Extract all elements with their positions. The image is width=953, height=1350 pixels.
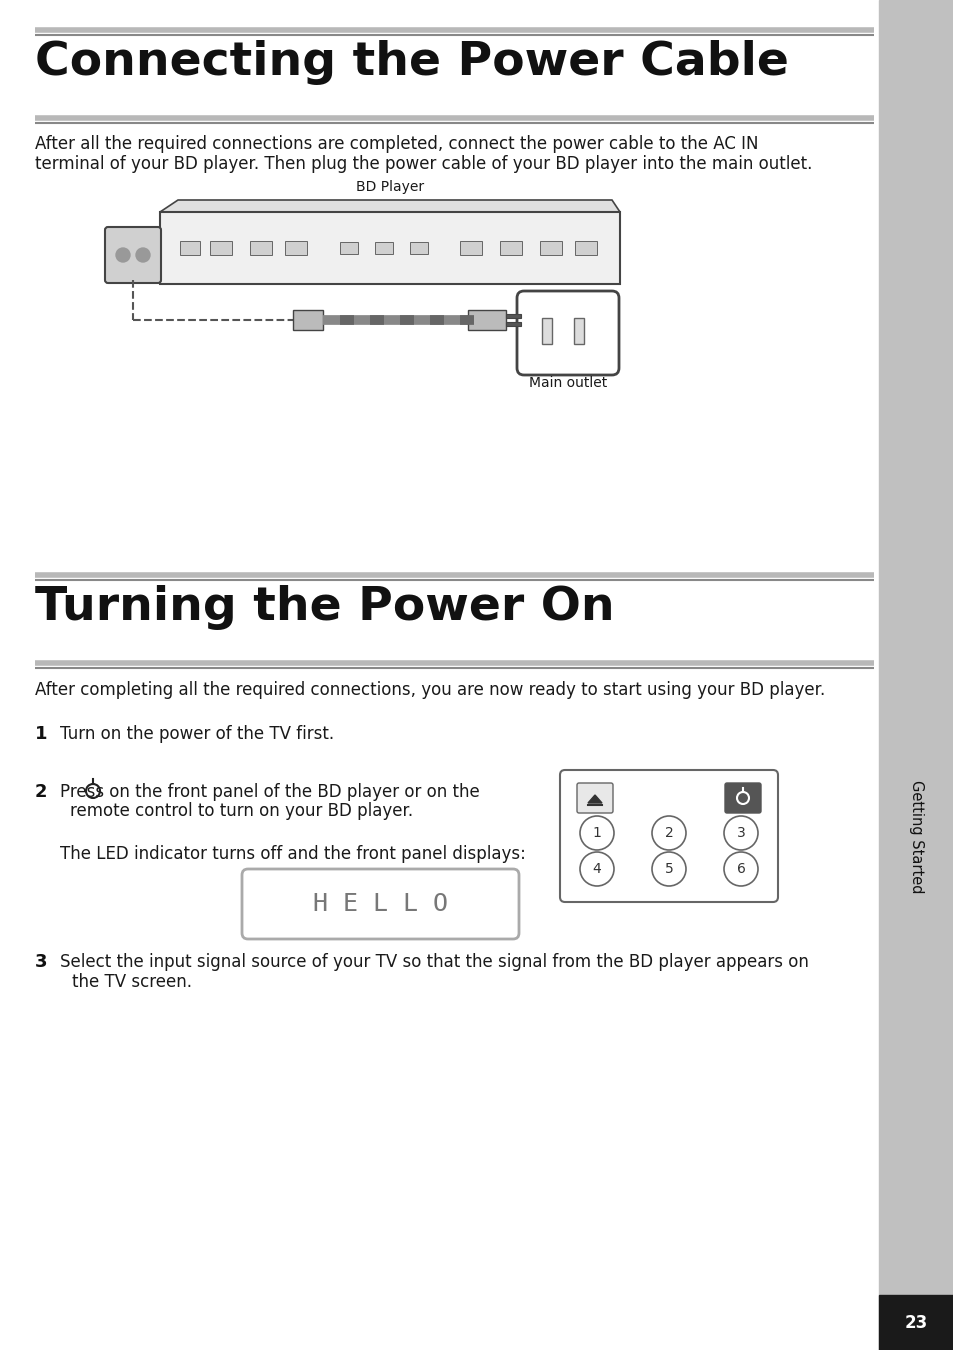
FancyBboxPatch shape — [577, 783, 613, 813]
Text: 2: 2 — [35, 783, 48, 801]
Bar — [505, 323, 520, 325]
Bar — [180, 242, 200, 255]
Text: on the front panel of the BD player or on the: on the front panel of the BD player or o… — [104, 783, 479, 801]
Text: 1: 1 — [592, 826, 600, 840]
Bar — [505, 315, 520, 319]
Bar — [574, 319, 583, 344]
Text: The LED indicator turns off and the front panel displays:: The LED indicator turns off and the fron… — [60, 845, 525, 863]
Bar — [499, 242, 521, 255]
Bar — [459, 242, 481, 255]
Bar — [575, 242, 597, 255]
Text: Connecting the Power Cable: Connecting the Power Cable — [35, 40, 788, 85]
Text: 3: 3 — [35, 953, 48, 971]
Text: 2: 2 — [664, 826, 673, 840]
Polygon shape — [160, 200, 619, 212]
Text: 1: 1 — [35, 725, 48, 743]
Text: 6: 6 — [736, 863, 744, 876]
Text: terminal of your BD player. Then plug the power cable of your BD player into the: terminal of your BD player. Then plug th… — [35, 155, 812, 173]
Text: Turning the Power On: Turning the Power On — [35, 585, 614, 630]
Text: Getting Started: Getting Started — [908, 780, 923, 894]
Text: After all the required connections are completed, connect the power cable to the: After all the required connections are c… — [35, 135, 758, 153]
Text: Select the input signal source of your TV so that the signal from the BD player : Select the input signal source of your T… — [60, 953, 808, 971]
Bar — [878, 1295, 953, 1350]
FancyBboxPatch shape — [105, 227, 161, 284]
Text: 5: 5 — [664, 863, 673, 876]
Bar — [210, 242, 232, 255]
FancyBboxPatch shape — [559, 769, 778, 902]
Bar — [410, 242, 428, 254]
Bar — [160, 212, 619, 284]
FancyBboxPatch shape — [242, 869, 518, 940]
Text: H E L L O: H E L L O — [313, 892, 448, 917]
Circle shape — [136, 248, 150, 262]
Text: 3: 3 — [736, 826, 744, 840]
Bar — [375, 242, 393, 254]
Circle shape — [116, 248, 130, 262]
Text: BD Player: BD Player — [355, 180, 424, 194]
Bar — [541, 319, 552, 344]
Bar — [285, 242, 307, 255]
FancyBboxPatch shape — [724, 783, 760, 813]
Text: After completing all the required connections, you are now ready to start using : After completing all the required connec… — [35, 680, 824, 699]
Text: 4: 4 — [592, 863, 600, 876]
Bar — [878, 0, 953, 1350]
Polygon shape — [587, 795, 601, 803]
Text: the TV screen.: the TV screen. — [71, 973, 192, 991]
Text: Main outlet: Main outlet — [528, 377, 606, 390]
Text: remote control to turn on your BD player.: remote control to turn on your BD player… — [70, 802, 413, 819]
Bar — [339, 242, 357, 254]
Bar — [539, 242, 561, 255]
Bar — [468, 310, 505, 329]
Text: Press: Press — [60, 783, 110, 801]
Text: Turn on the power of the TV first.: Turn on the power of the TV first. — [60, 725, 334, 743]
Bar — [250, 242, 272, 255]
Text: 23: 23 — [904, 1314, 927, 1332]
Bar — [293, 310, 323, 329]
FancyBboxPatch shape — [517, 292, 618, 375]
